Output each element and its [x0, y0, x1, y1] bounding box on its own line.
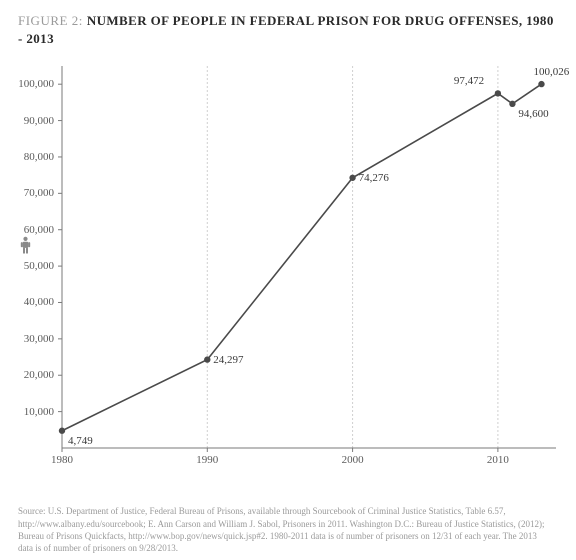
y-tick-label: 10,000 — [0, 406, 54, 418]
x-tick-label: 2000 — [333, 454, 373, 466]
data-point-label: 100,026 — [533, 66, 569, 78]
data-point-label: 4,749 — [68, 435, 93, 447]
y-tick-label: 20,000 — [0, 369, 54, 381]
person-icon — [20, 236, 31, 259]
y-tick-label: 80,000 — [0, 151, 54, 163]
data-point-label: 94,600 — [518, 108, 548, 120]
data-point-label: 24,297 — [213, 354, 243, 366]
y-tick-label: 40,000 — [0, 296, 54, 308]
y-tick-label: 70,000 — [0, 187, 54, 199]
y-tick-label: 60,000 — [0, 224, 54, 236]
y-tick-label: 90,000 — [0, 115, 54, 127]
y-tick-label: 100,000 — [0, 78, 54, 90]
x-tick-label: 2010 — [478, 454, 518, 466]
data-point-label: 74,276 — [359, 172, 389, 184]
figure-label: FIGURE 2: — [18, 13, 83, 28]
y-tick-label: 50,000 — [0, 260, 54, 272]
figure-title: NUMBER OF PEOPLE IN FEDERAL PRISON FOR D… — [18, 13, 554, 46]
data-point-label: 97,472 — [454, 75, 484, 87]
chart-svg — [0, 58, 576, 478]
chart-area: 10,000 20,000 30,000 40,000 50,000 60,000 70,0… — [0, 58, 576, 478]
y-tick-label: 30,000 — [0, 333, 54, 345]
source-text: Source: U.S. Department of Justice, Fede… — [18, 505, 552, 554]
x-tick-label: 1990 — [187, 454, 227, 466]
x-tick-label: 1980 — [42, 454, 82, 466]
figure-title-block: FIGURE 2: NUMBER OF PEOPLE IN FEDERAL PR… — [0, 0, 576, 52]
